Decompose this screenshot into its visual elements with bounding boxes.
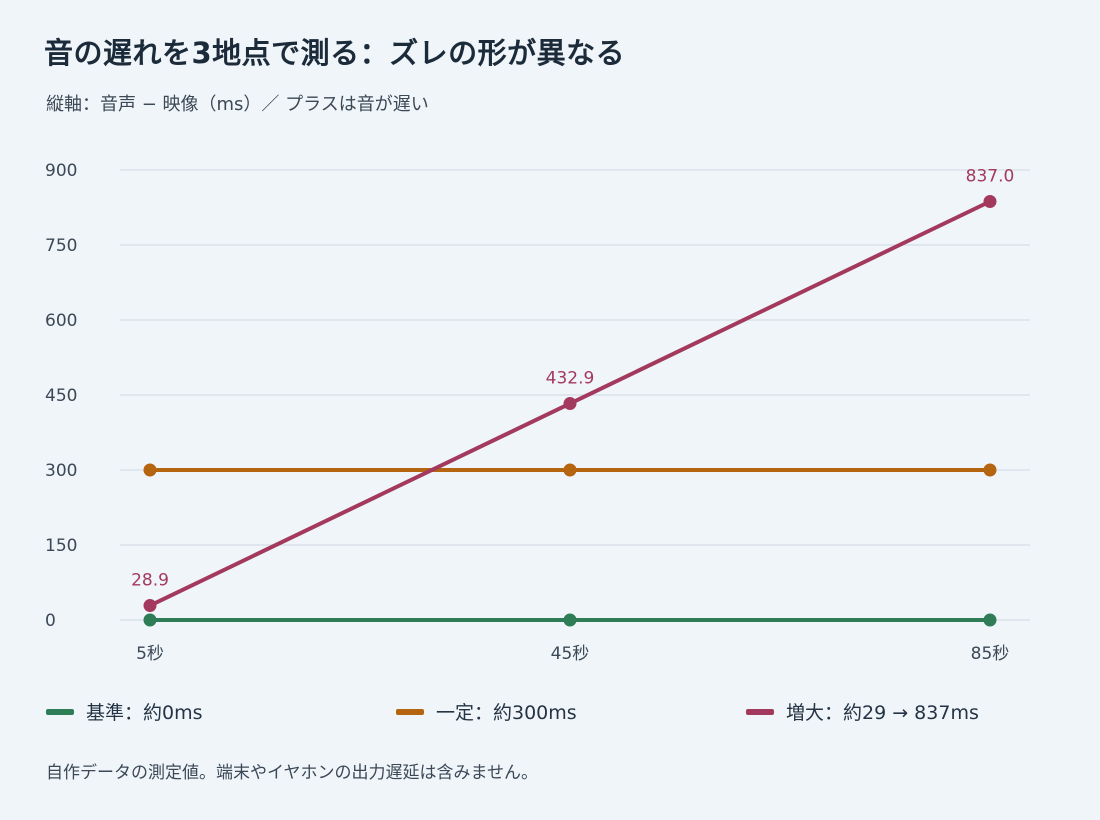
legend: 基準：約0ms 一定：約300ms 増大：約29 → 837ms xyxy=(46,698,1046,724)
legend-swatch-baseline xyxy=(46,708,74,715)
x-tick-label-1: 45秒 xyxy=(551,644,590,664)
legend-label-baseline: 基準：約0ms xyxy=(86,702,203,724)
legend-item-constant: 一定：約300ms xyxy=(396,698,577,725)
data-labels: 28.9 432.9 837.0 xyxy=(131,167,1014,591)
y-tick-label-750: 750 xyxy=(45,236,77,256)
data-point-1-0 xyxy=(143,463,157,477)
legend-label-constant: 一定：約300ms xyxy=(436,702,577,724)
legend-item-increasing: 増大：約29 → 837ms xyxy=(746,698,979,725)
legend-label-increasing: 増大：約29 → 837ms xyxy=(786,702,979,724)
data-point-1-2 xyxy=(983,463,997,477)
series-lines xyxy=(143,195,997,627)
legend-swatch-increasing xyxy=(746,708,774,715)
y-tick-label-150: 150 xyxy=(45,536,77,556)
y-tick-label-0: 0 xyxy=(45,611,56,631)
data-point-2-2 xyxy=(983,195,997,208)
y-tick-label-450: 450 xyxy=(45,386,77,406)
chart-subtitle: 縦軸：音声 − 映像（ms）／ プラスは音が遅い xyxy=(46,94,429,115)
data-point-1-1 xyxy=(563,463,577,477)
data-point-0-2 xyxy=(983,613,997,627)
legend-item-baseline: 基準：約0ms xyxy=(46,698,203,725)
y-tick-label-600: 600 xyxy=(45,311,77,331)
y-tick-label-300: 300 xyxy=(45,461,77,481)
data-label-2-0: 28.9 xyxy=(131,571,169,591)
x-tick-label-0: 5秒 xyxy=(136,644,164,664)
data-point-2-0 xyxy=(143,599,157,613)
y-axis-ticks: 0 150 300 450 600 750 900 xyxy=(45,161,77,631)
legend-swatch-constant xyxy=(396,708,424,715)
data-label-2-1: 432.9 xyxy=(546,369,595,389)
x-axis-ticks: 5秒 45秒 85秒 xyxy=(136,644,1009,664)
chart-title: 音の遅れを3地点で測る：ズレの形が異なる xyxy=(44,36,626,70)
x-tick-label-2: 85秒 xyxy=(971,644,1010,664)
data-point-0-0 xyxy=(143,613,157,627)
footnote: 自作データの測定値。端末やイヤホンの出力遅延は含みません。 xyxy=(46,763,538,783)
data-point-2-1 xyxy=(563,397,577,411)
y-tick-label-900: 900 xyxy=(45,161,77,181)
data-point-0-1 xyxy=(563,613,577,627)
data-label-2-2: 837.0 xyxy=(966,167,1015,187)
